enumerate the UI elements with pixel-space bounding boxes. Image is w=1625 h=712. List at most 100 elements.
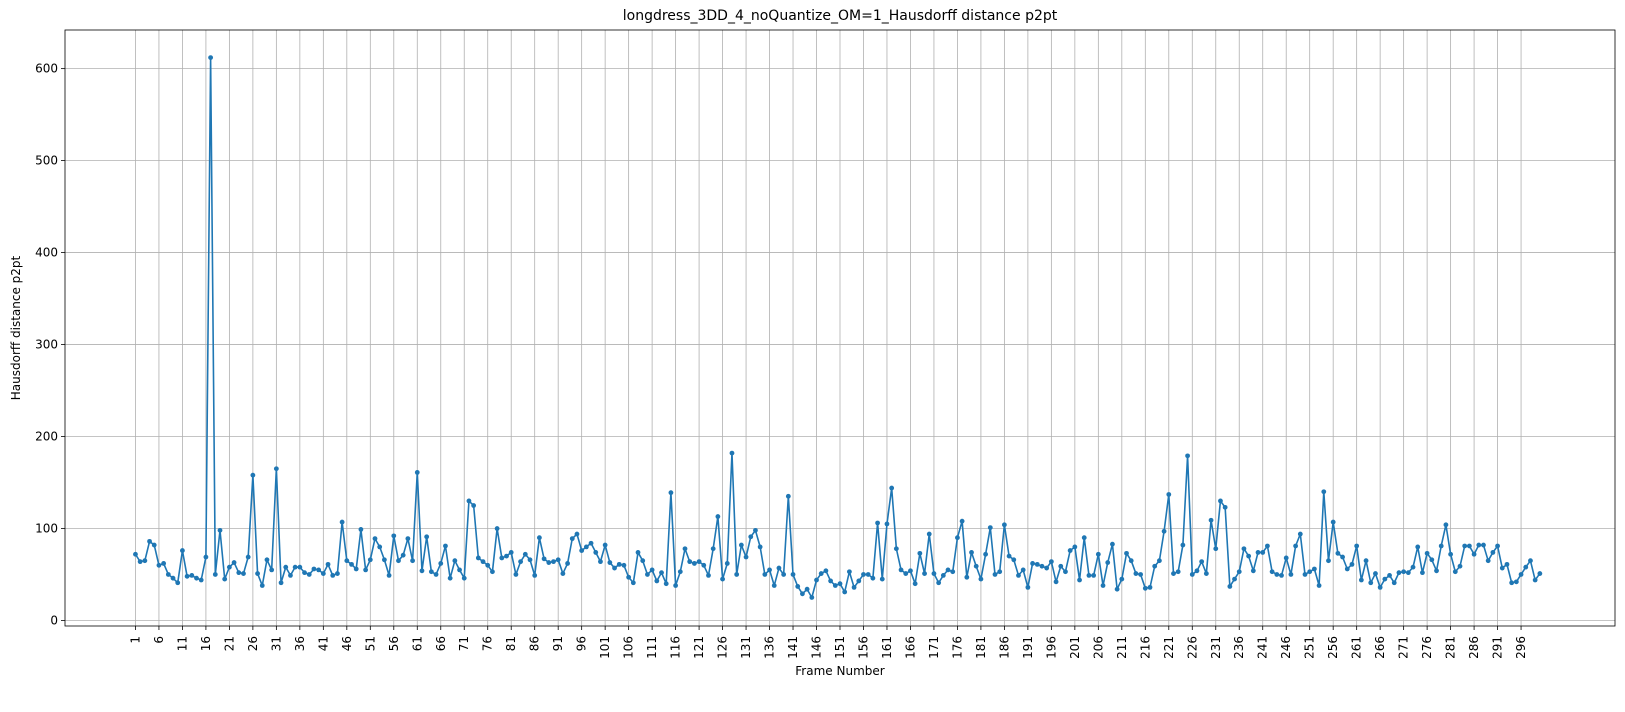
data-point [1340, 554, 1345, 560]
data-point [893, 546, 899, 552]
data-point [414, 470, 420, 475]
data-point [1156, 558, 1162, 564]
data-point [861, 572, 866, 577]
data-point [1077, 577, 1082, 583]
data-point [748, 534, 754, 540]
data-point [1072, 544, 1078, 550]
x-tick-label: 66 [434, 636, 448, 651]
data-point [630, 580, 636, 586]
x-tick-label: 146 [810, 636, 824, 659]
x-tick-label: 41 [316, 636, 330, 651]
data-point [1373, 571, 1378, 576]
x-tick-label: 286 [1467, 636, 1481, 659]
data-point [691, 561, 697, 566]
data-point [428, 569, 434, 575]
data-point [1438, 543, 1444, 549]
data-point [762, 572, 768, 577]
y-tick-label: 300 [35, 338, 58, 352]
data-point [1147, 584, 1153, 590]
data-point [151, 542, 157, 548]
data-point [1100, 583, 1106, 588]
x-tick-label: 61 [410, 636, 424, 651]
x-tick-label: 91 [551, 636, 565, 651]
data-point [776, 565, 782, 571]
data-point [283, 564, 289, 570]
data-point [889, 485, 895, 491]
data-point [1434, 568, 1439, 574]
data-point [1377, 584, 1383, 590]
data-point [461, 575, 467, 581]
data-point [194, 575, 199, 581]
data-point [1396, 570, 1402, 576]
data-point [1241, 546, 1247, 552]
data-point [302, 570, 307, 576]
data-point [983, 551, 989, 557]
data-point [1265, 543, 1270, 549]
data-point [879, 576, 885, 582]
data-point [353, 566, 359, 572]
data-point [1476, 542, 1482, 548]
data-point [875, 520, 880, 526]
data-point [598, 559, 603, 565]
data-point [1466, 543, 1472, 549]
data-point [602, 542, 608, 548]
data-point [767, 567, 772, 573]
data-point [997, 569, 1003, 575]
x-tick-label: 256 [1326, 636, 1340, 659]
data-point [527, 557, 533, 563]
data-point [1297, 531, 1303, 537]
x-tick-label: 291 [1491, 636, 1505, 659]
x-tick-label: 156 [856, 636, 870, 659]
data-point [729, 450, 735, 456]
data-point [1481, 542, 1486, 548]
x-tick-label: 176 [950, 636, 964, 659]
data-point [396, 558, 401, 564]
data-point [156, 562, 162, 568]
data-point [1058, 563, 1064, 569]
data-point [992, 572, 998, 577]
data-point [884, 521, 890, 527]
data-point [1161, 528, 1167, 534]
data-point [706, 573, 711, 578]
data-point [1495, 543, 1500, 549]
data-point [865, 572, 871, 577]
data-point [480, 559, 486, 565]
data-point [236, 570, 242, 576]
data-point [175, 580, 181, 586]
data-point [673, 583, 679, 588]
data-point [1044, 565, 1050, 571]
data-point [781, 572, 787, 577]
data-point [1199, 559, 1205, 565]
x-tick-label: 186 [997, 636, 1011, 659]
data-point [710, 546, 716, 552]
data-point [1203, 571, 1209, 576]
data-point [250, 472, 256, 478]
data-point [1326, 558, 1331, 564]
data-point [1415, 544, 1421, 550]
x-tick-label: 166 [903, 636, 917, 659]
data-point [1185, 453, 1190, 459]
data-point [377, 544, 383, 550]
data-point [1081, 535, 1087, 541]
data-point [306, 572, 312, 577]
data-point [757, 544, 763, 550]
data-point [217, 527, 223, 533]
data-point [1114, 586, 1120, 592]
data-point [1462, 543, 1468, 549]
grid [65, 30, 1615, 626]
x-tick-label: 211 [1115, 636, 1129, 659]
data-point [659, 570, 664, 576]
y-tick-label: 100 [35, 522, 58, 536]
data-point [569, 536, 575, 542]
data-point [701, 562, 707, 568]
data-point [518, 559, 524, 565]
data-point [1457, 563, 1463, 569]
data-point [551, 559, 556, 565]
data-point [400, 552, 406, 558]
x-tick-label: 96 [575, 636, 589, 651]
x-tick-label: 111 [645, 636, 659, 659]
data-point [241, 571, 246, 576]
data-point [433, 572, 439, 577]
data-point [475, 555, 481, 561]
data-point [635, 550, 641, 555]
